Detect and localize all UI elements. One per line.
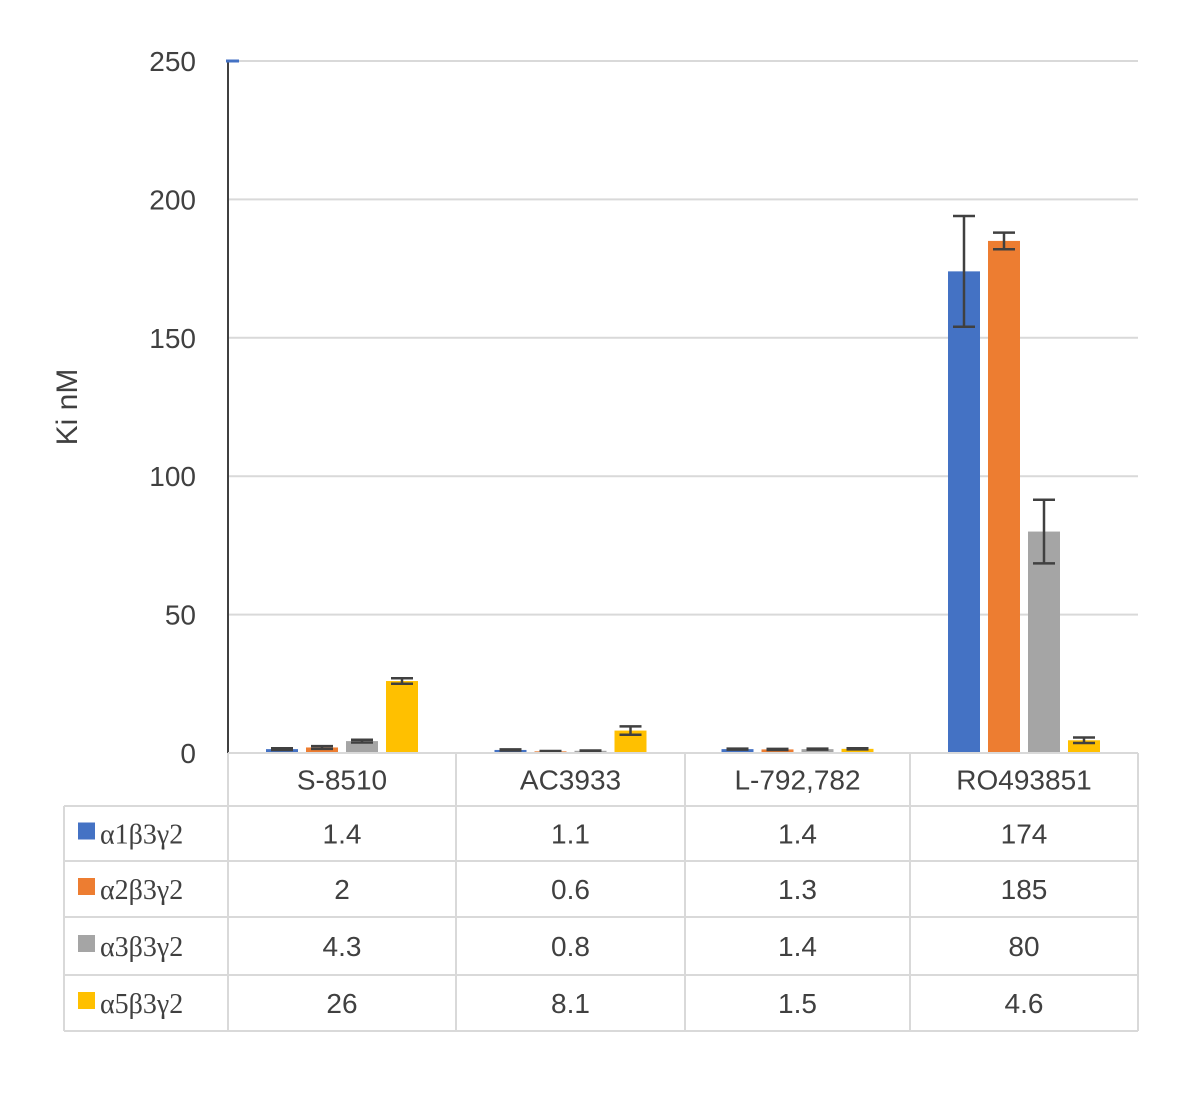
bar — [346, 741, 378, 753]
legend-label: α2β3γ2 — [100, 875, 183, 906]
legend-label: α3β3γ2 — [100, 932, 183, 963]
legend-key — [78, 992, 95, 1009]
bar — [721, 749, 754, 753]
y-tick-label: 0 — [180, 738, 196, 769]
table-cell-value: 1.3 — [778, 874, 817, 905]
bar — [614, 730, 647, 753]
table-cell-value: 185 — [1001, 874, 1048, 905]
x-tick-label: RO493851 — [956, 765, 1091, 796]
legend-key — [78, 878, 95, 895]
legend-key — [78, 935, 95, 952]
bar — [988, 240, 1020, 754]
y-tick-label: 250 — [149, 46, 196, 77]
table-cell-value: 4.3 — [323, 931, 362, 962]
y-axis-label: Ki nM — [51, 369, 84, 446]
y-tick-label: 50 — [165, 600, 196, 631]
table-cell-value: 1.1 — [551, 819, 590, 850]
y-tick-label: 150 — [149, 323, 196, 354]
bar — [386, 681, 418, 753]
table-cell-value: 1.5 — [778, 988, 817, 1019]
table-cell-value: 26 — [326, 988, 357, 1019]
table-cell-value: 2 — [334, 874, 350, 905]
table-cell-value: 0.8 — [551, 931, 590, 962]
table-cell-value: 1.4 — [778, 931, 817, 962]
x-tick-label: S-8510 — [297, 765, 387, 796]
bar — [1028, 531, 1060, 753]
bar — [306, 747, 338, 753]
bar — [948, 271, 980, 753]
bar — [841, 748, 874, 753]
legend-label: α5β3γ2 — [100, 989, 183, 1020]
table-cell-value: 1.4 — [323, 819, 362, 850]
y-tick-label: 200 — [149, 184, 196, 215]
legend-label: α1β3γ2 — [100, 820, 183, 851]
x-tick-label: AC3933 — [520, 765, 621, 796]
table-cell-value: 1.4 — [778, 819, 817, 850]
table-cell-value: 4.6 — [1005, 988, 1044, 1019]
y-tick-label: 100 — [149, 461, 196, 492]
table-cell-value: 0.6 — [551, 874, 590, 905]
table-cell-value: 8.1 — [551, 988, 590, 1019]
bar — [801, 749, 834, 753]
table-cell-value: 80 — [1008, 931, 1039, 962]
legend-key — [78, 822, 95, 840]
table-cell-value: 174 — [1001, 819, 1048, 850]
x-tick-label: L-792,782 — [734, 765, 860, 796]
